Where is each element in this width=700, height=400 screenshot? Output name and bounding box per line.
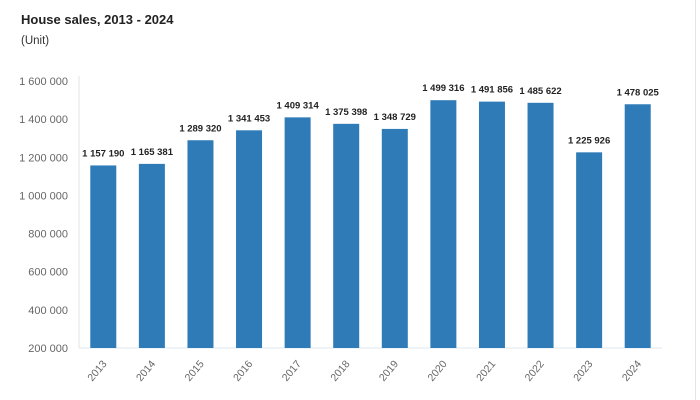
x-tick-label: 2022 — [523, 358, 547, 384]
chart-subtitle: (Unit) — [21, 35, 50, 47]
data-label: 1 225 926 — [568, 135, 610, 146]
x-tick-label: 2020 — [425, 358, 449, 384]
x-tick-label: 2023 — [571, 358, 595, 384]
x-tick-label: 2018 — [328, 358, 352, 384]
bar-2018 — [333, 123, 360, 348]
y-tick-label: 1 600 000 — [19, 76, 68, 88]
bar-2019 — [381, 128, 408, 348]
data-label: 1 341 453 — [228, 113, 270, 124]
data-label: 1 499 316 — [422, 83, 464, 94]
y-tick-label: 800 000 — [28, 229, 68, 241]
x-tick-label: 2024 — [620, 358, 644, 384]
x-tick-label: 2019 — [377, 358, 401, 384]
x-tick-label: 2021 — [474, 358, 498, 384]
y-tick-label: 1 000 000 — [19, 190, 68, 202]
data-label: 1 348 729 — [374, 112, 416, 123]
bar-2021 — [478, 101, 505, 348]
bar-2016 — [236, 130, 263, 348]
panel-border — [695, 0, 696, 400]
data-label: 1 409 314 — [276, 100, 319, 111]
bar-2014 — [138, 163, 165, 348]
x-tick-label: 2014 — [134, 358, 158, 384]
y-tick-label: 1 200 000 — [19, 152, 68, 164]
bar-2013 — [90, 165, 117, 348]
data-label: 1 375 398 — [325, 107, 367, 118]
bar-2020 — [430, 100, 457, 348]
bar-2022 — [527, 102, 554, 349]
chart-title: House sales, 2013 - 2024 — [21, 12, 174, 27]
y-tick-label: 1 400 000 — [19, 114, 68, 126]
data-label: 1 485 622 — [519, 86, 561, 97]
data-label: 1 157 190 — [82, 148, 124, 159]
x-tick-label: 2016 — [231, 358, 255, 384]
x-tick-label: 2013 — [85, 358, 109, 384]
x-tick-label: 2017 — [280, 358, 304, 384]
data-label: 1 289 320 — [179, 123, 221, 134]
bar-2017 — [284, 117, 311, 348]
data-label: 1 491 856 — [471, 85, 513, 96]
bar-2023 — [576, 152, 603, 348]
y-tick-label: 600 000 — [28, 267, 68, 279]
bar-2024 — [624, 104, 651, 348]
y-tick-label: 400 000 — [28, 305, 68, 317]
bar-2015 — [187, 140, 214, 348]
y-tick-label: 200 000 — [28, 343, 68, 355]
x-tick-label: 2015 — [183, 358, 207, 384]
data-label: 1 478 025 — [617, 87, 660, 98]
data-label: 1 165 381 — [131, 147, 174, 158]
